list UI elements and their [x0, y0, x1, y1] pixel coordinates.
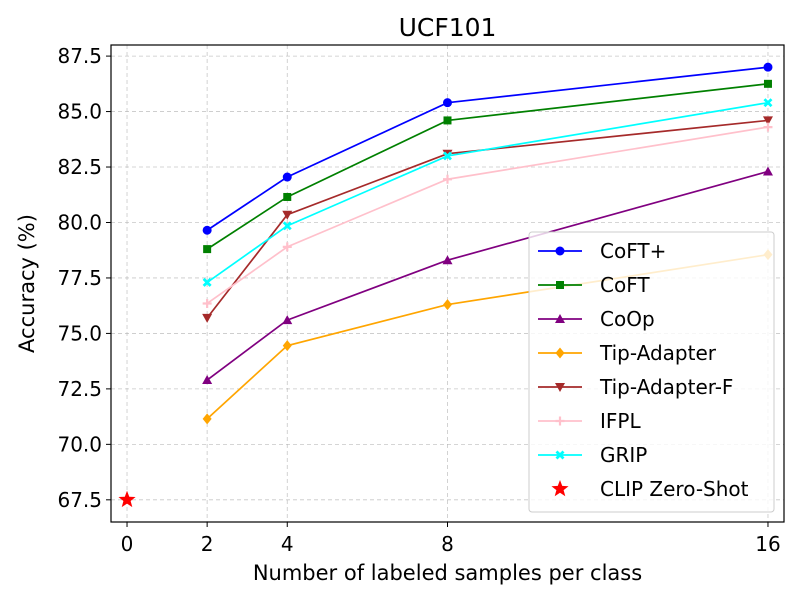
legend-item-coft: CoFT+	[538, 239, 666, 263]
legend-marker	[551, 480, 569, 497]
data-point-square	[283, 192, 292, 201]
legend-item-clip-zero-shot: CLIP Zero-Shot	[551, 477, 749, 501]
series-clip-zero-shot	[118, 490, 136, 508]
legend-marker	[555, 314, 565, 323]
chart-title: UCF101	[399, 13, 497, 42]
data-point-triangle-up	[762, 166, 773, 176]
data-point-square	[203, 245, 212, 254]
axis-ticks: 0 2 4 8 16 67.5 70.0 72.5 75.0 77.5 80.0 82.5 85.0 87…	[57, 44, 780, 556]
data-point-plus	[443, 174, 452, 184]
legend-item-grip: GRIP	[538, 443, 647, 467]
data-point-star	[118, 490, 136, 508]
legend-label: CLIP Zero-Shot	[600, 477, 749, 501]
x-axis-label: Number of labeled samples per class	[253, 561, 642, 585]
series-grip	[202, 98, 773, 287]
legend-item-coop: CoOp	[538, 307, 655, 331]
data-point-x	[443, 151, 452, 161]
legend-label: Tip-Adapter-F	[599, 375, 733, 399]
data-point-circle	[763, 62, 773, 72]
legend-item-tip-adapter: Tip-Adapter	[538, 341, 717, 365]
y-tick-label: 87.5	[57, 44, 102, 68]
series-line	[206, 126, 769, 305]
legend-label: GRIP	[600, 443, 647, 467]
series-line	[206, 119, 769, 319]
x-tick-label: 8	[441, 532, 454, 556]
legend-marker	[555, 383, 565, 392]
data-point-plus	[202, 298, 212, 308]
legend-item-ifpl: IFPL	[538, 409, 641, 433]
x-tick-label: 16	[755, 532, 780, 556]
legend-marker	[555, 347, 565, 359]
data-point-triangle-down	[202, 313, 213, 323]
series-coop	[202, 166, 773, 385]
data-point-circle	[202, 225, 212, 235]
y-tick-label: 82.5	[57, 155, 102, 179]
legend-label: CoOp	[600, 307, 655, 331]
data-point-triangle-up	[282, 315, 293, 325]
x-tick-label: 4	[281, 532, 294, 556]
y-tick-label: 85.0	[57, 100, 102, 124]
legend-box	[528, 231, 775, 513]
series-coft	[203, 79, 772, 254]
x-tick-label: 0	[121, 532, 134, 556]
legend-marker	[555, 450, 565, 460]
legend-item-tip-adapter-f: Tip-Adapter-F	[538, 375, 733, 399]
data-point-x	[282, 221, 292, 231]
legend-label: Tip-Adapter	[599, 341, 717, 365]
data-point-x	[202, 277, 212, 287]
legend: CoFT+ CoFT CoOp Tip-Adapter Tip-Adapter-F IFP…	[528, 231, 775, 513]
legend-label: CoFT+	[600, 239, 666, 263]
data-point-circle	[282, 172, 292, 182]
series-line	[206, 170, 769, 381]
data-point-x	[763, 98, 773, 108]
data-point-plus	[763, 122, 773, 132]
data-point-triangle-down	[762, 116, 773, 126]
data-point-triangle-up	[442, 255, 453, 265]
data-point-plus	[282, 242, 292, 252]
x-tick-label: 2	[201, 532, 214, 556]
legend-marker	[556, 281, 564, 289]
series-line	[206, 101, 769, 284]
y-tick-label: 72.5	[57, 377, 102, 401]
legend-label: IFPL	[600, 409, 641, 433]
data-point-triangle-up	[202, 375, 213, 385]
series-line	[206, 82, 769, 250]
data-point-diamond	[202, 413, 212, 425]
legend-label: CoFT	[600, 273, 650, 297]
y-tick-label: 77.5	[57, 266, 102, 290]
data-point-diamond	[282, 340, 292, 352]
data-point-square	[443, 116, 452, 125]
series-coft	[202, 62, 773, 235]
data-point-triangle-down	[282, 210, 293, 220]
data-point-circle	[443, 98, 452, 108]
series-line	[206, 66, 769, 231]
data-point-diamond	[443, 299, 452, 311]
series-ifpl	[202, 122, 773, 308]
legend-item-coft: CoFT	[538, 273, 650, 297]
data-point-square	[763, 79, 772, 88]
y-tick-label: 75.0	[57, 321, 102, 345]
y-tick-label: 70.0	[57, 432, 102, 456]
legend-marker	[555, 416, 565, 426]
y-axis-label: Accuracy (%)	[15, 214, 39, 353]
legend-marker	[555, 246, 565, 256]
y-tick-label: 67.5	[57, 488, 102, 512]
y-tick-label: 80.0	[57, 210, 102, 234]
